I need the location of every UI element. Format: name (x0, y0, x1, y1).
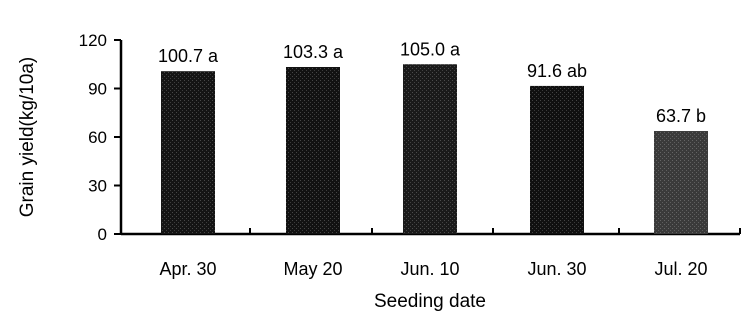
bar-data-label: 103.3 a (283, 42, 344, 62)
y-tick-label: 90 (88, 80, 107, 99)
bar-texture (530, 85, 584, 234)
bar-data-label: 100.7 a (158, 46, 219, 66)
x-tick-label: Jul. 20 (654, 259, 707, 279)
x-tick-label: Apr. 30 (159, 259, 216, 279)
y-ticks: 0 30 60 90 120 (79, 31, 121, 244)
x-tick-label: May 20 (283, 259, 342, 279)
x-tick-label: Jun. 10 (400, 259, 459, 279)
bar-texture (286, 66, 340, 234)
y-tick-label: 0 (98, 225, 107, 244)
y-tick-label: 120 (79, 31, 107, 50)
bar-texture (161, 71, 215, 235)
y-axis-title: Grain yield(kg/10a) (17, 57, 38, 218)
x-tick-label: Jun. 30 (527, 259, 586, 279)
bar-texture (403, 64, 457, 234)
bars (161, 64, 708, 235)
bar-texture (654, 131, 708, 234)
bar-data-label: 63.7 b (656, 106, 706, 126)
bar-data-label: 105.0 a (400, 39, 461, 59)
y-tick-label: 60 (88, 128, 107, 147)
bar-data-label: 91.6 ab (527, 61, 587, 81)
x-axis-title: Seeding date (374, 291, 486, 312)
data-labels: 100.7 a 103.3 a 105.0 a 91.6 ab 63.7 b (158, 39, 706, 126)
x-ticks: Apr. 30 May 20 Jun. 10 Jun. 30 Jul. 20 (159, 228, 741, 279)
y-tick-label: 30 (88, 177, 107, 196)
